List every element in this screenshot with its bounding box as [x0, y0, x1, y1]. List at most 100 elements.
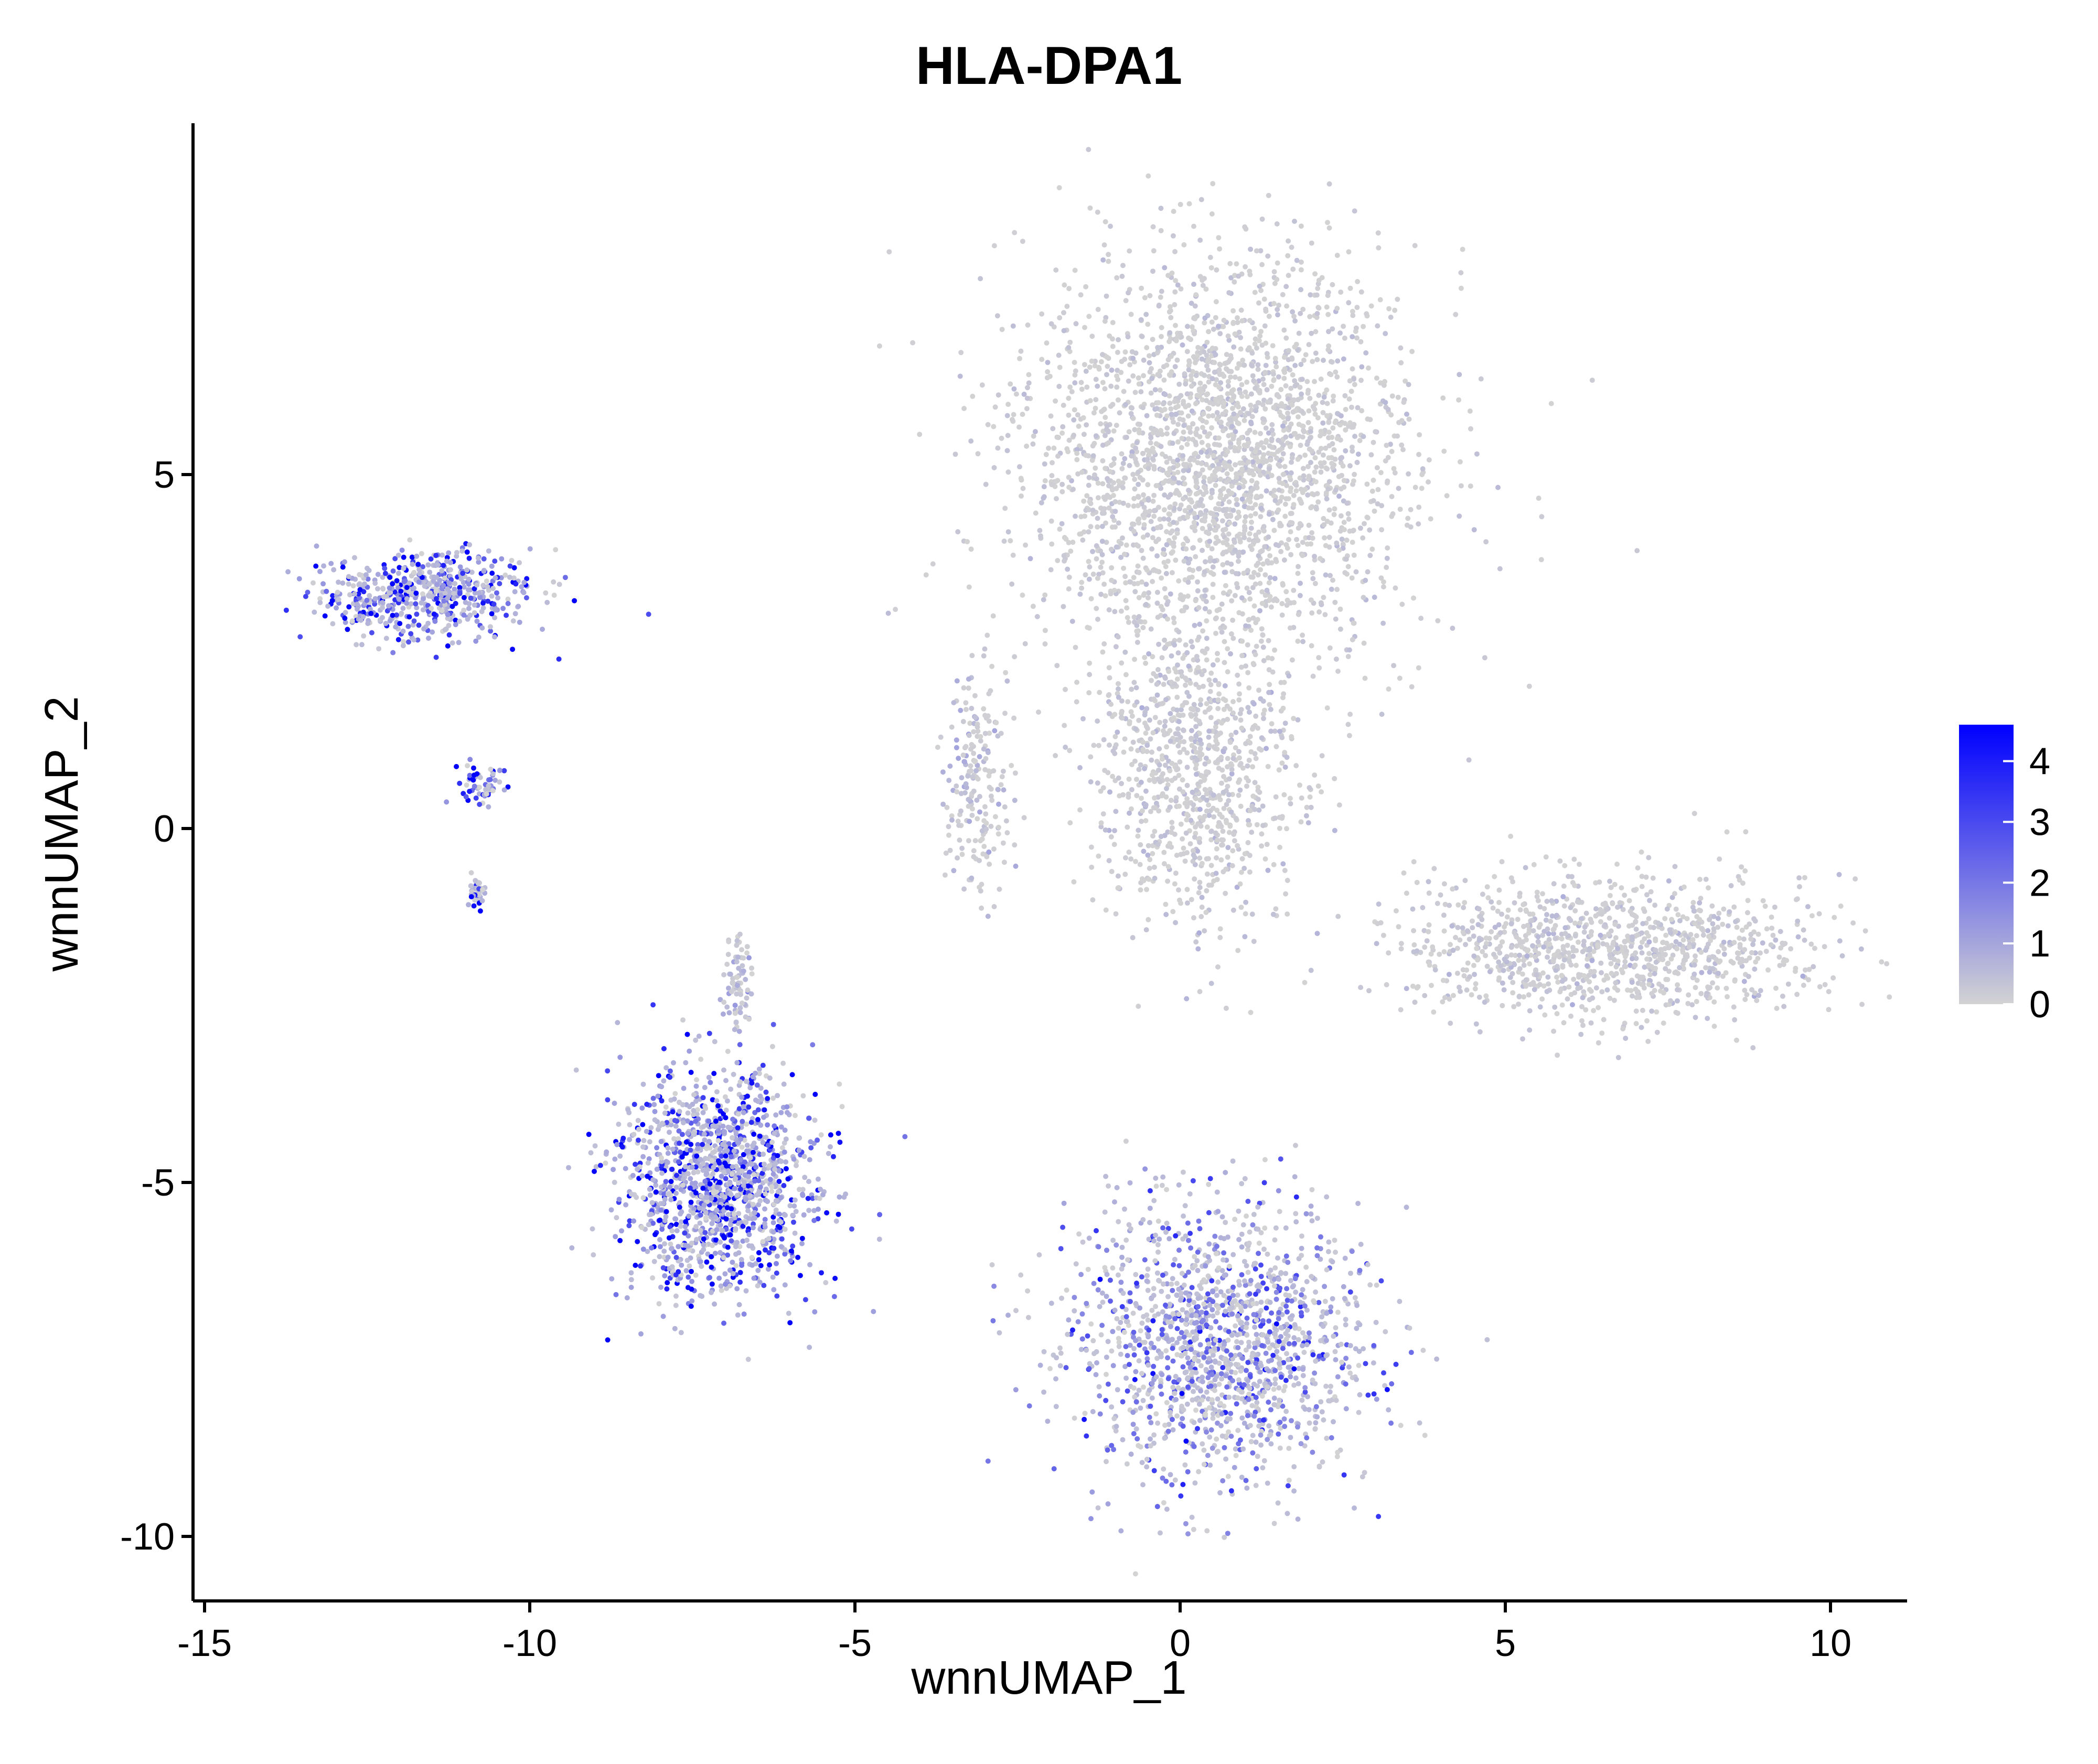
data-point	[1581, 929, 1587, 935]
data-point	[1258, 248, 1264, 254]
data-point	[1312, 411, 1318, 417]
data-point	[1182, 481, 1187, 487]
data-point	[1303, 813, 1309, 819]
data-point	[1226, 531, 1232, 537]
data-point	[1191, 702, 1197, 707]
data-point	[1296, 564, 1301, 569]
data-point	[1112, 712, 1118, 717]
data-point	[1709, 903, 1715, 909]
data-point	[1164, 601, 1170, 607]
data-point	[1314, 292, 1320, 298]
data-point	[1206, 379, 1212, 385]
data-point	[1362, 675, 1368, 681]
data-point	[1404, 890, 1409, 896]
data-point	[1794, 992, 1800, 997]
data-point	[1347, 528, 1353, 534]
data-point	[1051, 1466, 1057, 1471]
data-point	[1613, 971, 1619, 976]
data-point	[1550, 927, 1556, 932]
data-point	[1674, 998, 1680, 1004]
data-point	[1324, 413, 1330, 418]
data-point	[1386, 306, 1392, 311]
data-point	[1406, 416, 1412, 422]
data-point	[1189, 499, 1195, 505]
data-point	[1095, 307, 1101, 313]
data-point	[1351, 620, 1356, 626]
data-point	[1087, 660, 1093, 666]
data-point	[1633, 986, 1639, 992]
data-point	[979, 905, 984, 911]
data-point	[1351, 478, 1356, 484]
data-point	[1665, 961, 1671, 966]
data-point	[1205, 367, 1211, 373]
data-point	[1544, 898, 1550, 904]
data-point	[1176, 480, 1182, 486]
data-point	[1457, 459, 1463, 465]
data-point	[1147, 369, 1153, 375]
data-point	[1734, 924, 1740, 930]
data-point	[1568, 905, 1574, 910]
data-point	[1268, 604, 1274, 610]
data-point	[1185, 514, 1190, 520]
data-point	[1164, 777, 1170, 782]
data-point	[1444, 493, 1450, 499]
data-point	[1305, 820, 1311, 826]
data-point	[1168, 711, 1173, 716]
data-point	[1339, 536, 1345, 542]
data-point	[1100, 481, 1106, 487]
data-point	[1610, 901, 1615, 907]
data-point	[946, 824, 951, 830]
data-point	[1306, 522, 1312, 528]
data-point	[963, 744, 969, 749]
data-point	[1116, 686, 1121, 692]
data-point	[1450, 948, 1456, 953]
data-point	[1297, 521, 1303, 526]
data-point	[1385, 406, 1391, 412]
data-point	[968, 438, 974, 444]
data-point	[1011, 412, 1016, 417]
data-point	[1251, 603, 1257, 609]
data-point	[1346, 396, 1352, 402]
data-point	[1215, 964, 1221, 970]
data-point	[1138, 842, 1143, 847]
data-point	[1226, 792, 1232, 798]
data-point	[1208, 265, 1214, 271]
data-point	[1715, 971, 1721, 976]
data-point	[1748, 936, 1754, 942]
data-point	[1195, 665, 1201, 670]
data-point	[1175, 662, 1180, 668]
data-point	[1749, 987, 1754, 993]
data-point	[1817, 984, 1823, 989]
data-point	[1024, 443, 1030, 449]
data-point	[1347, 378, 1353, 384]
data-point	[1227, 520, 1233, 526]
data-point	[1119, 698, 1125, 704]
data-point	[1146, 466, 1151, 471]
data-point	[1298, 819, 1304, 825]
data-point	[1243, 514, 1248, 520]
data-point	[1859, 1002, 1865, 1007]
data-point	[1039, 500, 1044, 505]
data-point	[1305, 388, 1311, 393]
data-point	[1746, 974, 1751, 980]
data-point	[1142, 712, 1148, 718]
data-point	[1322, 535, 1328, 541]
data-point	[1286, 537, 1291, 542]
data-point	[1178, 286, 1184, 292]
data-point	[1208, 682, 1214, 687]
data-point	[1020, 486, 1026, 491]
data-point	[1110, 492, 1116, 498]
data-point	[1222, 660, 1227, 665]
data-point	[1639, 939, 1645, 945]
data-point	[1173, 920, 1179, 926]
data-point	[1168, 353, 1174, 359]
data-point	[1366, 365, 1371, 371]
data-point	[1261, 416, 1267, 422]
data-point	[1653, 938, 1658, 943]
data-point	[1169, 412, 1174, 417]
data-point	[1118, 555, 1123, 560]
data-point	[1072, 380, 1078, 386]
data-point	[1431, 1009, 1437, 1015]
data-point	[1321, 358, 1326, 363]
data-point	[1760, 940, 1765, 946]
